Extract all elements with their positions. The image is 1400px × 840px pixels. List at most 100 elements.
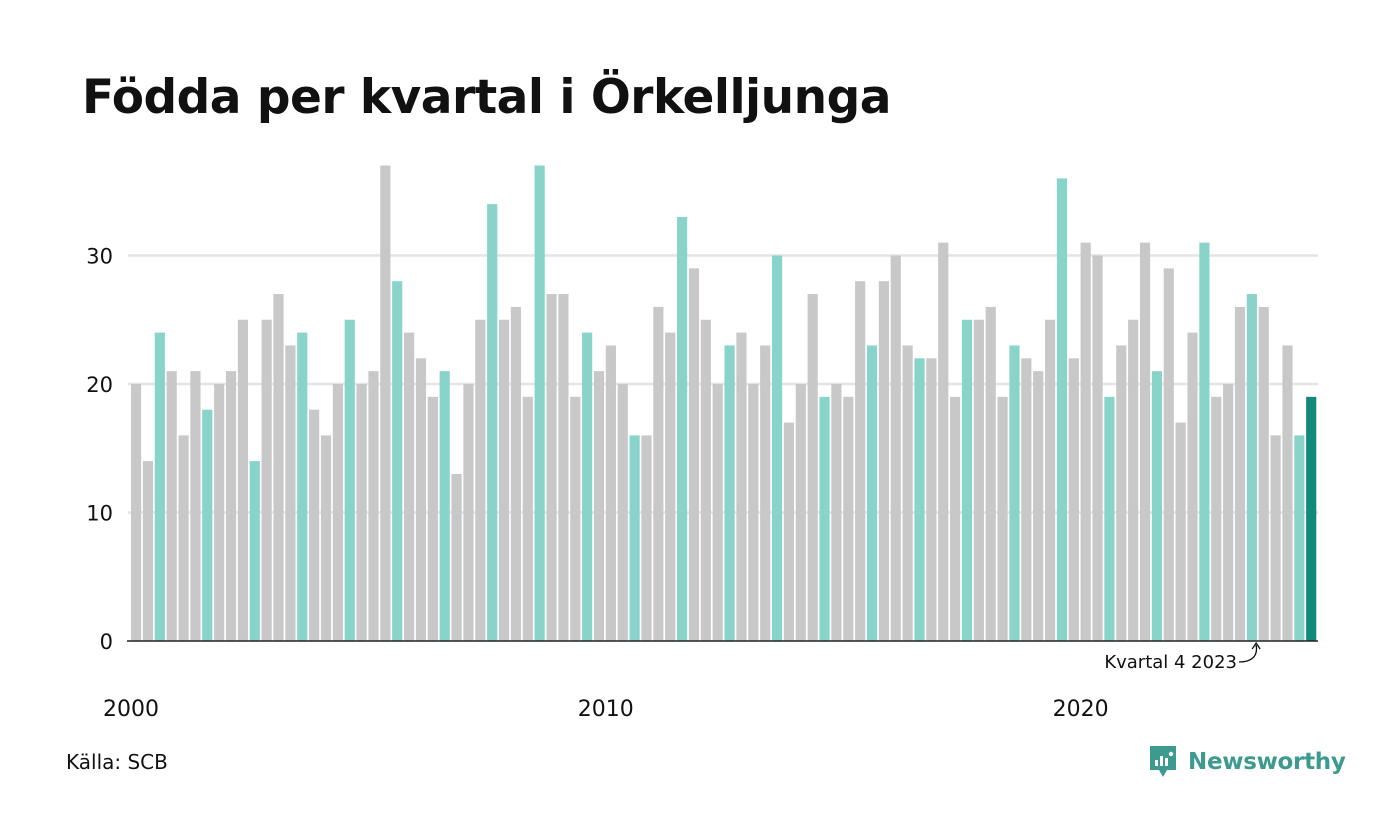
bar: [736, 332, 747, 641]
bar: [1270, 435, 1281, 641]
bar: [1282, 345, 1293, 641]
bar: [582, 332, 593, 641]
bar: [510, 306, 522, 641]
bar: [831, 384, 842, 641]
bar: [237, 319, 248, 641]
bar: [700, 319, 711, 641]
bar: [771, 255, 783, 641]
bar: [439, 371, 450, 641]
bar: [498, 319, 510, 641]
bar: [950, 396, 961, 641]
bar: [926, 358, 937, 641]
bar: [1294, 435, 1305, 641]
bar: [380, 165, 391, 642]
brand-name: Newsworthy: [1188, 749, 1346, 775]
bar: [487, 204, 498, 641]
bar: [178, 435, 189, 641]
bar: [1175, 422, 1186, 641]
bar: [392, 281, 403, 641]
bar: [724, 345, 735, 641]
bar: [285, 345, 296, 641]
bar: [415, 358, 427, 641]
bar-chart: 0 10 20 30 2000 2010 2020 Kvartal 4 2023: [86, 165, 1318, 722]
bar: [653, 306, 664, 641]
bar: [1199, 242, 1210, 641]
bar: [760, 345, 771, 641]
bar: [617, 384, 628, 641]
bar: [677, 216, 688, 641]
bar: [985, 306, 996, 641]
bar: [748, 384, 759, 641]
bar: [332, 384, 343, 641]
bar: [214, 384, 225, 641]
bar: [249, 461, 260, 641]
bar: [368, 371, 379, 641]
bar: [190, 371, 201, 641]
bar: [154, 332, 165, 641]
x-tick-label: 2000: [103, 697, 159, 722]
bar: [819, 396, 830, 641]
bar: [261, 319, 272, 641]
bar: [902, 345, 913, 641]
bar: [890, 255, 901, 641]
bar: [225, 371, 237, 641]
annotation-label: Kvartal 4 2023: [1104, 652, 1237, 673]
bar: [1092, 255, 1103, 641]
bar: [605, 345, 616, 641]
bar: [427, 396, 438, 641]
bar: [522, 396, 533, 641]
y-tick-label: 0: [100, 630, 113, 654]
bar: [973, 319, 984, 641]
axes: 0 10 20 30 2000 2010 2020 Kvartal 4 2023: [86, 245, 1318, 722]
chart-title: Födda per kvartal i Örkelljunga: [82, 70, 891, 125]
bar: [166, 371, 177, 641]
bar: [1009, 345, 1020, 641]
bar: [475, 319, 486, 641]
bar: [273, 294, 284, 641]
bar: [1139, 242, 1151, 641]
bar: [783, 422, 795, 641]
bar: [712, 384, 723, 641]
bar: [1080, 242, 1091, 641]
bar: [866, 345, 878, 641]
bar: [688, 268, 700, 641]
bar: [843, 396, 854, 641]
bar: [807, 294, 818, 641]
bar: [1128, 319, 1139, 641]
bar: [1033, 371, 1044, 641]
x-tick-label: 2010: [578, 697, 634, 722]
bar: [546, 294, 557, 641]
bar: [131, 384, 142, 641]
x-tick-label: 2020: [1053, 697, 1109, 722]
bar: [570, 396, 581, 641]
bar: [878, 281, 889, 641]
bar: [1056, 178, 1068, 641]
bar: [961, 319, 973, 641]
annotation-arrow: [1238, 644, 1258, 663]
bar: [1163, 268, 1174, 641]
bar: [142, 461, 154, 641]
bar: [1116, 345, 1127, 641]
bar: [1306, 396, 1317, 641]
bar: [1151, 371, 1162, 641]
bar: [938, 242, 949, 641]
bar: [914, 358, 925, 641]
newsworthy-logo-icon: [1150, 746, 1176, 777]
annotation-arrowhead: [1251, 641, 1261, 650]
bar: [795, 384, 806, 641]
bar: [463, 384, 474, 641]
bar: [320, 435, 332, 641]
bar: [1068, 358, 1079, 641]
bar: [1044, 319, 1056, 641]
bar: [855, 281, 866, 641]
bar: [404, 332, 415, 641]
bar: [356, 384, 367, 641]
bar: [1187, 332, 1198, 641]
bar: [1223, 384, 1234, 641]
bars: [131, 165, 1317, 642]
brand-logo: Newsworthy: [1148, 744, 1346, 780]
bar: [558, 294, 569, 641]
y-tick-label: 30: [86, 245, 113, 269]
bar: [1021, 358, 1032, 641]
bar: [534, 165, 545, 642]
